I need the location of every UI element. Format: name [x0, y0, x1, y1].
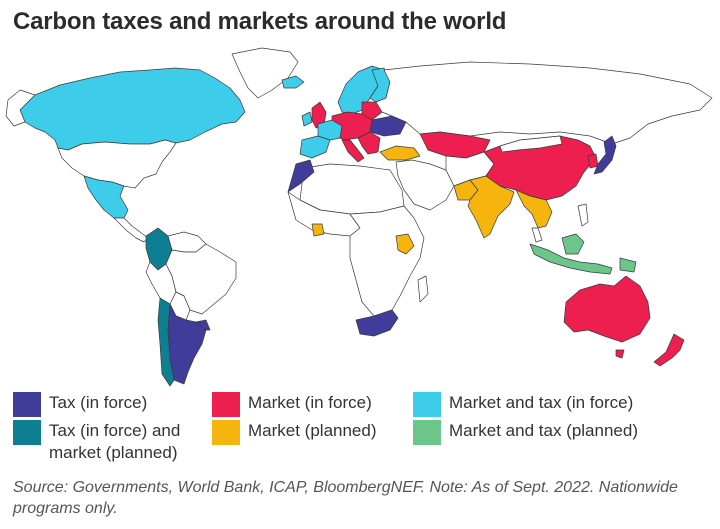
legend-item-market-planned: Market (planned)	[212, 420, 377, 445]
legend-item-market-tax: Market and tax (in force)	[413, 392, 633, 417]
legend-label: Tax (in force) and market (planned)	[49, 421, 181, 462]
south-africa-region	[355, 309, 399, 337]
usa-region	[57, 139, 177, 189]
new-zealand-region	[653, 333, 685, 367]
central-africa-region	[349, 205, 425, 317]
alaska-region	[5, 89, 36, 127]
madagascar-region	[417, 275, 429, 303]
southeast-asia-region	[515, 189, 553, 229]
legend-label: Market and tax (planned)	[449, 421, 638, 440]
argentina-region	[167, 303, 207, 385]
map-title: Carbon taxes and markets around the worl…	[13, 8, 507, 35]
mongolia-region	[499, 135, 563, 153]
world-map	[5, 47, 713, 387]
australia-region	[563, 275, 651, 343]
legend-item-market: Market (in force)	[212, 392, 372, 417]
legend-swatch	[413, 420, 441, 445]
north-africa-region	[299, 163, 405, 215]
greenland-region	[231, 47, 299, 99]
russia-region	[375, 61, 713, 145]
japan-region	[593, 135, 617, 175]
central-america-region	[113, 217, 149, 243]
middle-east-region	[395, 159, 455, 211]
legend-swatch	[13, 420, 41, 445]
png-region	[619, 257, 637, 273]
indonesia-region	[529, 243, 613, 275]
korea-region	[587, 153, 599, 169]
iberia-region	[299, 135, 331, 159]
kenya-region	[395, 233, 415, 255]
legend-label: Market (planned)	[248, 421, 377, 440]
turkey-region	[379, 145, 421, 161]
legend-label: Market (in force)	[248, 393, 372, 412]
legend-item-tax: Tax (in force)	[13, 392, 147, 417]
brazil-region	[165, 243, 237, 315]
malaysia-region	[531, 227, 543, 243]
mexico-region	[83, 175, 129, 219]
legend-swatch	[13, 392, 41, 417]
legend-label: Market and tax (in force)	[449, 393, 634, 412]
legend-label: Tax (in force)	[49, 393, 148, 412]
iceland-region	[281, 75, 305, 89]
source-note: Source: Governments, World Bank, ICAP, B…	[13, 479, 678, 517]
ireland-region	[301, 111, 313, 127]
legend-item-market-tax-planned: Market and tax (planned)	[413, 420, 638, 445]
morocco-region	[287, 159, 315, 193]
uruguay-region	[195, 319, 211, 331]
cote-divoire-region	[311, 223, 325, 237]
philippines-region	[577, 203, 589, 227]
borneo-region	[561, 233, 585, 255]
legend-item-tax-market-planned: Tax (in force) and market (planned)	[13, 420, 180, 464]
baltics-region	[361, 101, 383, 121]
legend-swatch	[413, 392, 441, 417]
italy-region	[341, 139, 365, 163]
legend-swatch	[212, 420, 240, 445]
canada-region	[19, 67, 246, 151]
legend-swatch	[212, 392, 240, 417]
tasmania-region	[615, 349, 625, 359]
